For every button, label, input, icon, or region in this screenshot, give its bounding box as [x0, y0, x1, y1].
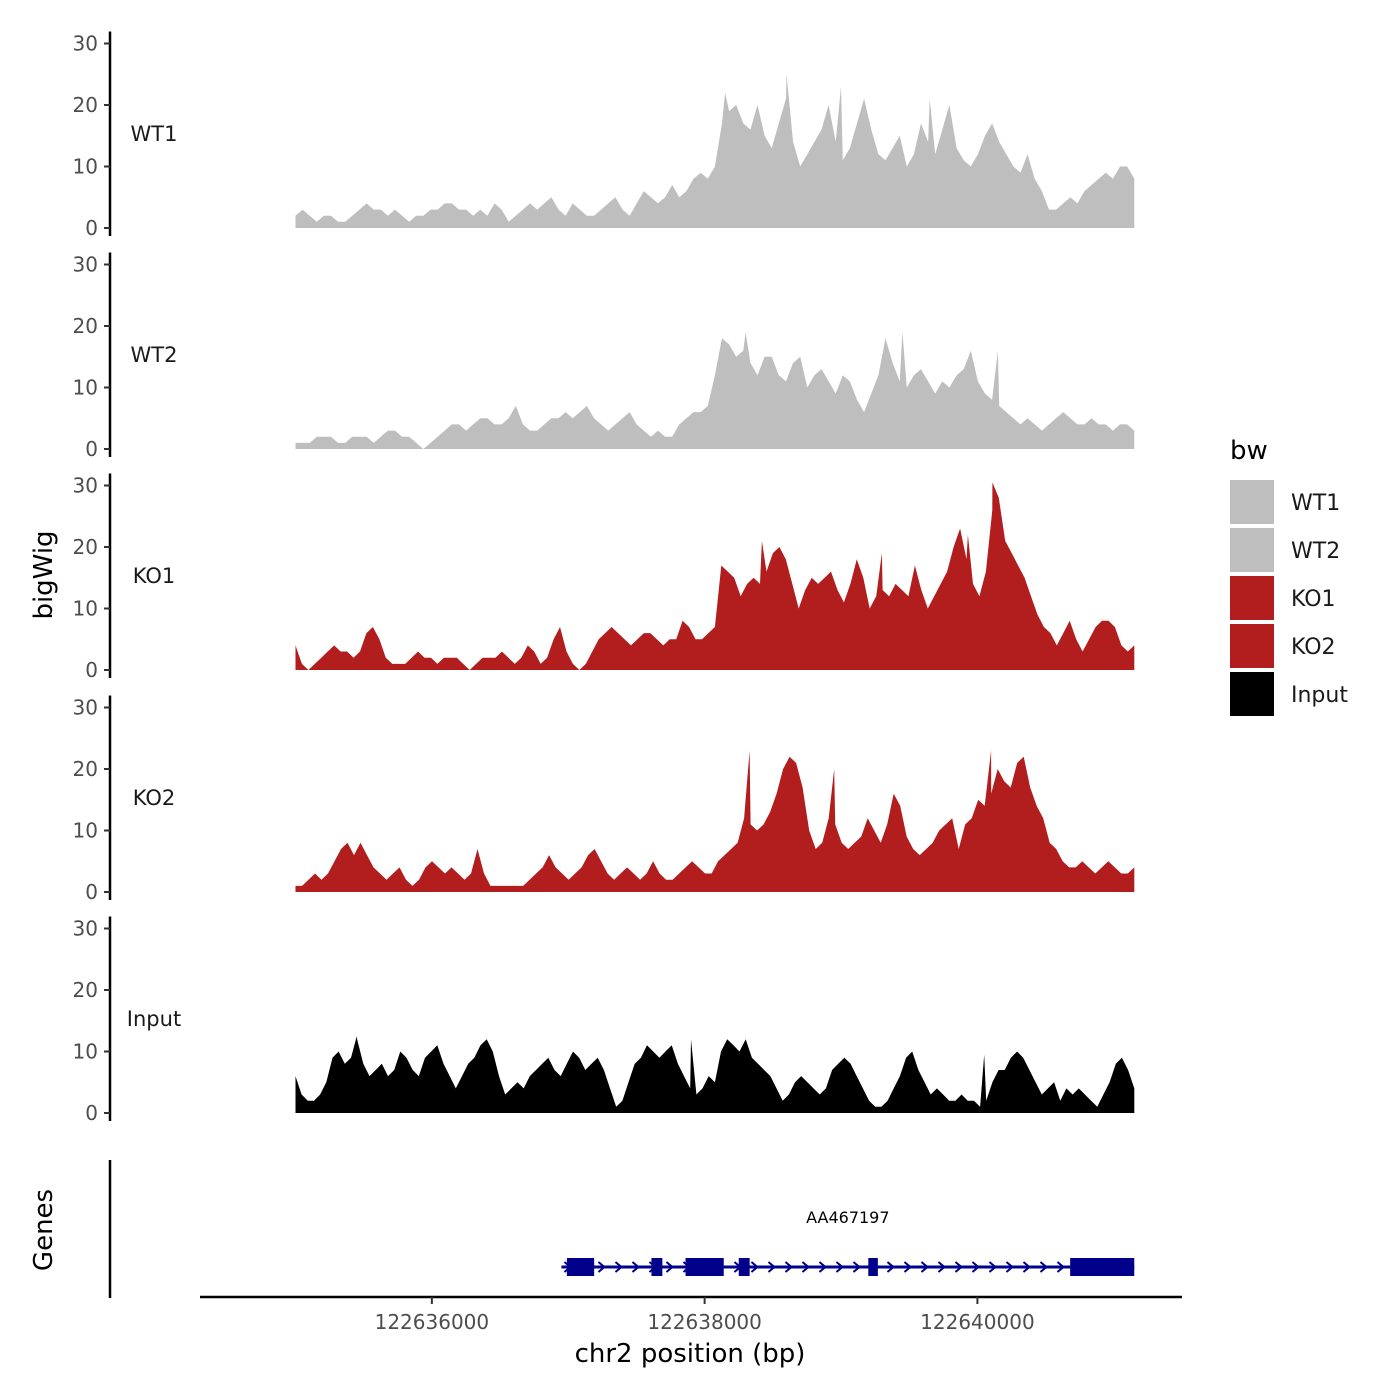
track-input: 0 10 20 30 Input [73, 916, 1135, 1125]
strand-arrow-icon [988, 1261, 997, 1273]
y-tick-label: 30 [73, 32, 98, 56]
x-axis: 122636000 122638000 122640000 [200, 1295, 1182, 1334]
strand-arrow-icon [937, 1261, 946, 1273]
x-tick-label: 122636000 [375, 1310, 490, 1334]
area-wt2 [295, 332, 1135, 449]
area-ko2 [295, 750, 1135, 892]
y-tick-label: 0 [85, 437, 98, 461]
y-tick-label: 20 [73, 314, 98, 338]
exon [566, 1258, 595, 1276]
y-tick-label: 20 [73, 93, 98, 117]
y-tick-label: 20 [73, 978, 98, 1002]
legend-label-ko2: KO2 [1291, 635, 1336, 660]
y-tick-label: 20 [73, 535, 98, 559]
exon [651, 1258, 663, 1276]
y-tick-label: 30 [73, 253, 98, 277]
exon [868, 1258, 878, 1276]
track-label: Input [127, 1007, 181, 1031]
strand-arrow-icon [784, 1261, 793, 1273]
legend-label-ko1: KO1 [1291, 587, 1336, 612]
legend-swatch-ko1 [1230, 576, 1274, 620]
exon [685, 1258, 724, 1276]
strand-arrow-icon [818, 1261, 827, 1273]
strand-arrow-icon [971, 1261, 980, 1273]
y-axis-title: bigWig [29, 530, 59, 619]
track-label: WT2 [131, 343, 178, 367]
y-tick-label: 0 [85, 658, 98, 682]
y-tick-label: 10 [73, 597, 98, 621]
legend-label-input: Input [1291, 683, 1348, 708]
strand-arrow-icon [750, 1261, 759, 1273]
y-tick-label: 10 [73, 155, 98, 179]
y-tick-label: 20 [73, 757, 98, 781]
legend-items: WT1 WT2 KO1 KO2 Input [1230, 480, 1348, 716]
genes-track: AA467197 [108, 1160, 1135, 1298]
y-tick-label: 0 [85, 880, 98, 904]
strand-arrow-icon [767, 1261, 776, 1273]
exon [1070, 1258, 1135, 1276]
gene-name-label: AA467197 [806, 1208, 889, 1227]
y-tick-label: 0 [85, 216, 98, 240]
legend-title: bw [1230, 436, 1268, 466]
x-tick-label: 122638000 [647, 1310, 762, 1334]
strand-arrow-icon [1005, 1261, 1014, 1273]
x-tick-label: 122640000 [920, 1310, 1035, 1334]
strand-arrow-icon [954, 1261, 963, 1273]
strand-arrow-icon [665, 1261, 674, 1273]
strand-arrow-icon [903, 1261, 912, 1273]
strand-arrow-icon [920, 1261, 929, 1273]
track-label: WT1 [131, 122, 178, 146]
track-ko2: 0 10 20 30 KO2 [73, 695, 1135, 904]
strand-arrow-icon [597, 1261, 606, 1273]
y-tick-label: 30 [73, 917, 98, 941]
strand-arrow-icon [835, 1261, 844, 1273]
legend: bw WT1 WT2 KO1 KO2 Input [1230, 436, 1348, 716]
y-tick-label: 30 [73, 696, 98, 720]
y-tick-label: 30 [73, 474, 98, 498]
y-tick-label: 0 [85, 1101, 98, 1125]
strand-arrow-icon [631, 1261, 640, 1273]
strand-arrow-icon [852, 1261, 861, 1273]
strand-arrow-icon [1039, 1261, 1048, 1273]
track-label: KO1 [133, 564, 176, 588]
legend-label-wt1: WT1 [1291, 491, 1340, 516]
bigwig-tracks: 0 10 20 30 WT1 0 10 20 30 WT2 0 10 20 30 KO1 0 10 20 30 KO2… [73, 31, 1135, 1125]
y-tick-label: 10 [73, 376, 98, 400]
strand-arrow-icon [886, 1261, 895, 1273]
track-wt2: 0 10 20 30 WT2 [73, 252, 1135, 461]
strand-arrow-icon [1056, 1261, 1065, 1273]
area-input [295, 1036, 1135, 1113]
area-wt1 [295, 74, 1135, 228]
y-tick-label: 10 [73, 1040, 98, 1064]
track-wt1: 0 10 20 30 WT1 [73, 31, 1135, 240]
legend-swatch-wt1 [1230, 480, 1274, 524]
strand-arrow-icon [801, 1261, 810, 1273]
legend-label-wt2: WT2 [1291, 539, 1340, 564]
strand-arrow-icon [1022, 1261, 1031, 1273]
strand-arrow-icon [614, 1261, 623, 1273]
exon [738, 1258, 750, 1276]
legend-swatch-wt2 [1230, 528, 1274, 572]
track-ko1: 0 10 20 30 KO1 [73, 473, 1135, 682]
track-label: KO2 [133, 786, 176, 810]
area-ko1 [295, 482, 1135, 670]
genes-track-label: Genes [29, 1189, 59, 1271]
legend-swatch-ko2 [1230, 624, 1274, 668]
x-axis-title: chr2 position (bp) [575, 1339, 806, 1369]
y-tick-label: 10 [73, 819, 98, 843]
legend-swatch-input [1230, 672, 1274, 716]
